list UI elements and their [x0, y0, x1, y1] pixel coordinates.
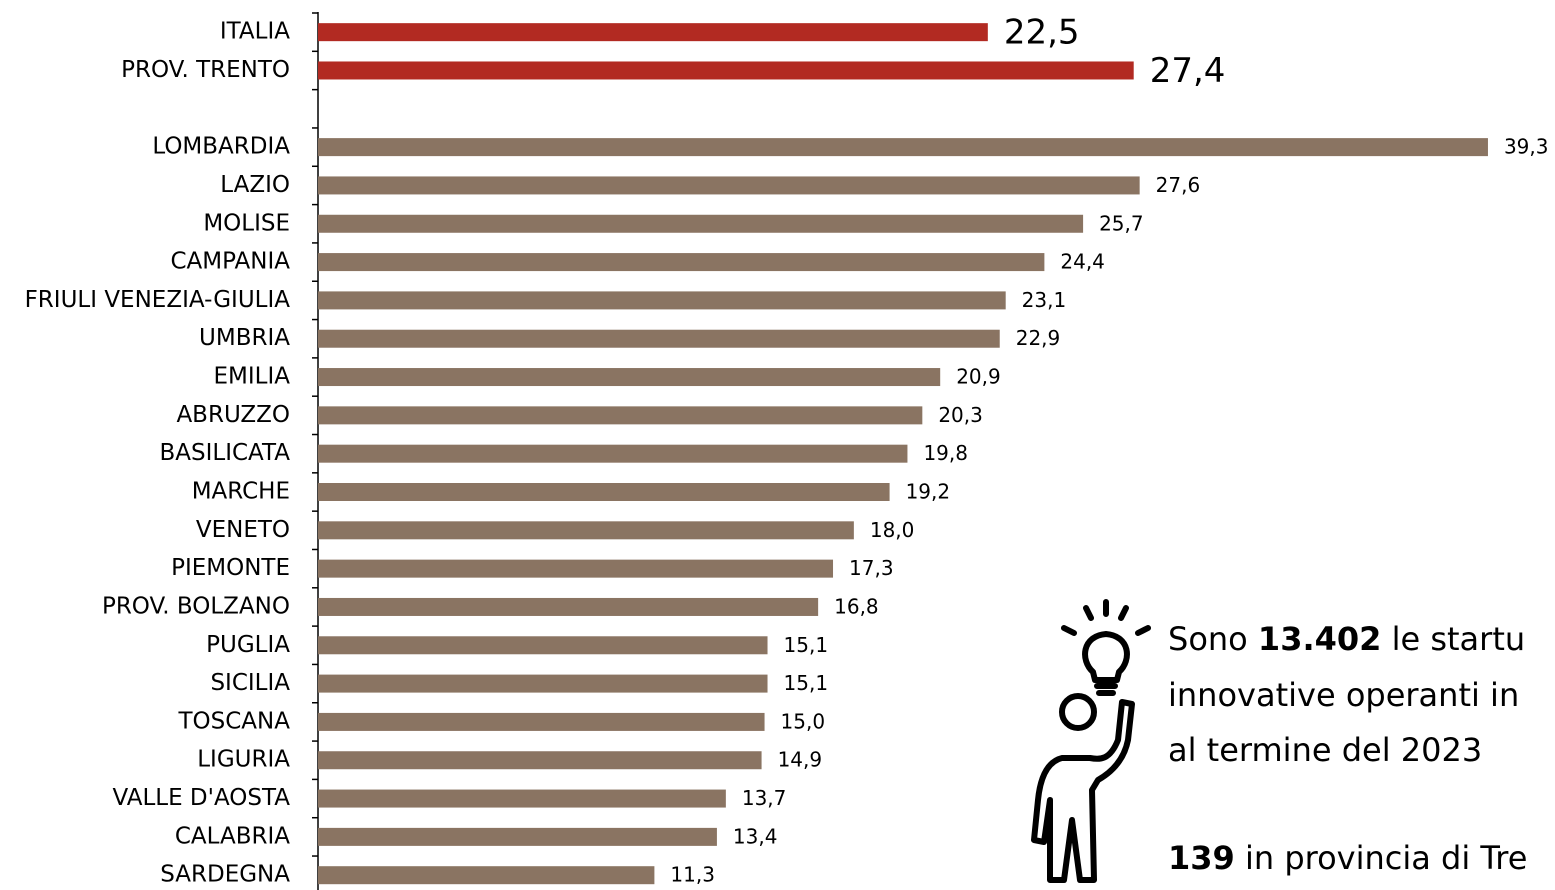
- bar: [318, 827, 717, 846]
- category-label: MARCHE: [192, 479, 290, 505]
- bar: [318, 23, 988, 42]
- bar: [318, 674, 768, 693]
- value-label: 24,4: [1060, 250, 1105, 274]
- value-label: 13,4: [733, 824, 778, 848]
- bar: [318, 751, 762, 770]
- bar: [318, 138, 1488, 157]
- bar: [318, 559, 834, 578]
- bar: [318, 866, 655, 885]
- value-label: 15,0: [781, 709, 826, 733]
- bar: [318, 444, 908, 463]
- value-label: 20,9: [956, 365, 1001, 389]
- category-label: ITALIA: [220, 19, 290, 45]
- category-label: BASILICATA: [160, 440, 291, 466]
- bar: [318, 291, 1006, 310]
- value-label: 17,3: [849, 556, 894, 580]
- category-label: VENETO: [196, 517, 290, 543]
- value-label: 27,4: [1150, 51, 1226, 91]
- category-label: PROV. BOLZANO: [102, 593, 290, 619]
- category-label: LIGURIA: [197, 747, 290, 773]
- category-label: MOLISE: [203, 210, 290, 236]
- category-label: FRIULI VENEZIA-GIULIA: [25, 287, 291, 313]
- bar: [318, 368, 941, 387]
- bar: [318, 176, 1140, 195]
- value-label: 14,9: [778, 748, 823, 772]
- bar: [318, 521, 854, 540]
- value-label: 18,0: [870, 518, 915, 542]
- bar: [318, 329, 1000, 348]
- annotation-bold: 139: [1168, 839, 1235, 877]
- category-label: PROV. TRENTO: [121, 57, 290, 83]
- category-label: SICILIA: [210, 670, 290, 696]
- category-label: CALABRIA: [175, 823, 290, 849]
- bar: [318, 789, 726, 808]
- bar: [318, 253, 1045, 272]
- value-label: 39,3: [1504, 135, 1549, 159]
- bar: [318, 406, 923, 425]
- category-label: PIEMONTE: [171, 555, 290, 581]
- category-label: VALLE D'AOSTA: [112, 785, 290, 811]
- annotation-text: Sono: [1168, 620, 1258, 658]
- annotation-bold: 13.402: [1258, 620, 1381, 658]
- value-label: 20,3: [938, 403, 983, 427]
- idea-icon: [1031, 599, 1151, 883]
- bar: [318, 712, 765, 731]
- annotation: innovative operanti in: [1168, 676, 1519, 714]
- category-label: EMILIA: [214, 364, 291, 390]
- bar: [318, 214, 1084, 233]
- value-label: 22,5: [1004, 13, 1080, 53]
- value-label: 16,8: [834, 594, 879, 618]
- category-label: LAZIO: [220, 172, 290, 198]
- annotation: 139 in provincia di Tre: [1168, 839, 1527, 877]
- annotation: Sono 13.402 le startu: [1168, 620, 1525, 658]
- value-label: 15,1: [784, 633, 829, 657]
- bar: [318, 636, 768, 655]
- value-label: 23,1: [1022, 288, 1067, 312]
- category-label: LOMBARDIA: [152, 134, 290, 160]
- category-label: TOSCANA: [178, 708, 291, 734]
- bar: [318, 61, 1134, 80]
- category-label: UMBRIA: [199, 325, 290, 351]
- category-label: PUGLIA: [206, 632, 290, 658]
- value-label: 25,7: [1099, 211, 1144, 235]
- value-label: 19,2: [906, 480, 951, 504]
- value-label: 13,7: [742, 786, 787, 810]
- annotation-text: le startu: [1381, 620, 1525, 658]
- value-label: 19,8: [923, 441, 968, 465]
- category-label: ABRUZZO: [176, 402, 290, 428]
- category-label: SARDEGNA: [160, 862, 290, 888]
- annotation-text: in provincia di Tre: [1235, 839, 1528, 877]
- value-label: 11,3: [670, 863, 715, 887]
- value-label: 22,9: [1016, 326, 1061, 350]
- value-label: 15,1: [784, 671, 829, 695]
- bar: [318, 483, 890, 501]
- bar: [318, 597, 819, 616]
- annotation: al termine del 2023: [1168, 731, 1482, 769]
- value-label: 27,6: [1156, 173, 1201, 197]
- category-label: CAMPANIA: [171, 249, 291, 275]
